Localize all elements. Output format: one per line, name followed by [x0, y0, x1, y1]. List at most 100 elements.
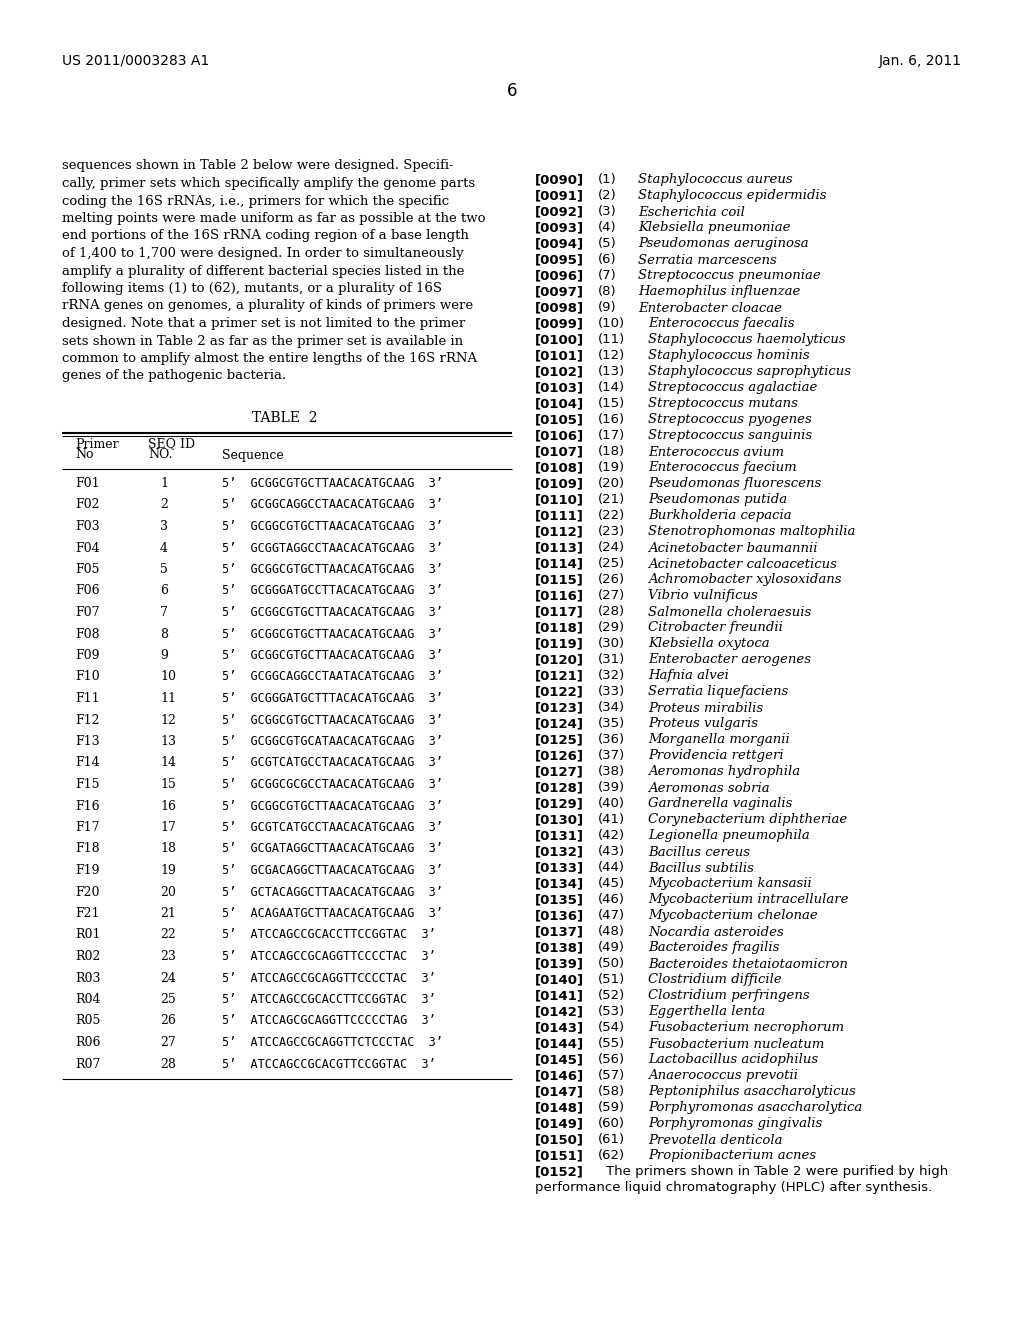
Text: TABLE  2: TABLE 2: [252, 411, 317, 425]
Text: 5’  GCTACAGGCTTAACACATGCAAG  3’: 5’ GCTACAGGCTTAACACATGCAAG 3’: [222, 886, 442, 899]
Text: Bacteroides fragilis: Bacteroides fragilis: [648, 941, 779, 954]
Text: [0090]: [0090]: [535, 173, 584, 186]
Text: F04: F04: [75, 541, 99, 554]
Text: (62): (62): [598, 1150, 625, 1163]
Text: 17: 17: [160, 821, 176, 834]
Text: (22): (22): [598, 510, 626, 523]
Text: Bacillus cereus: Bacillus cereus: [648, 846, 750, 858]
Text: F02: F02: [75, 499, 99, 511]
Text: R02: R02: [75, 950, 100, 964]
Text: 7: 7: [160, 606, 168, 619]
Text: Enterobacter cloacae: Enterobacter cloacae: [638, 301, 782, 314]
Text: Fusobacterium necrophorum: Fusobacterium necrophorum: [648, 1022, 844, 1035]
Text: [0109]: [0109]: [535, 478, 584, 491]
Text: 12: 12: [160, 714, 176, 726]
Text: 5’  GCGGCAGGCCTAACACATGCAAG  3’: 5’ GCGGCAGGCCTAACACATGCAAG 3’: [222, 499, 442, 511]
Text: [0096]: [0096]: [535, 269, 584, 282]
Text: R05: R05: [75, 1015, 100, 1027]
Text: 14: 14: [160, 756, 176, 770]
Text: NO.: NO.: [148, 449, 172, 462]
Text: Porphyromonas asaccharolytica: Porphyromonas asaccharolytica: [648, 1101, 862, 1114]
Text: 25: 25: [160, 993, 176, 1006]
Text: [0091]: [0091]: [535, 190, 584, 202]
Text: Citrobacter freundii: Citrobacter freundii: [648, 622, 783, 635]
Text: [0136]: [0136]: [535, 909, 584, 923]
Text: [0140]: [0140]: [535, 974, 584, 986]
Text: 5’  ACAGAATGCTTAACACATGCAAG  3’: 5’ ACAGAATGCTTAACACATGCAAG 3’: [222, 907, 442, 920]
Text: (32): (32): [598, 669, 626, 682]
Text: (27): (27): [598, 590, 626, 602]
Text: Enterobacter aerogenes: Enterobacter aerogenes: [648, 653, 811, 667]
Text: Salmonella choleraesuis: Salmonella choleraesuis: [648, 606, 811, 619]
Text: SEQ ID: SEQ ID: [148, 437, 196, 450]
Text: Eggerthella lenta: Eggerthella lenta: [648, 1006, 765, 1019]
Text: US 2011/0003283 A1: US 2011/0003283 A1: [62, 54, 209, 69]
Text: [0111]: [0111]: [535, 510, 584, 523]
Text: (11): (11): [598, 334, 626, 346]
Text: 5’  GCGGCGTGCATAACACATGCAAG  3’: 5’ GCGGCGTGCATAACACATGCAAG 3’: [222, 735, 442, 748]
Text: [0122]: [0122]: [535, 685, 584, 698]
Text: Escherichia coil: Escherichia coil: [638, 206, 744, 219]
Text: (45): (45): [598, 878, 625, 891]
Text: 1: 1: [160, 477, 168, 490]
Text: [0112]: [0112]: [535, 525, 584, 539]
Text: [0101]: [0101]: [535, 350, 584, 363]
Text: [0124]: [0124]: [535, 718, 584, 730]
Text: 5’  ATCCAGCCGCACCTTCCGGTAC  3’: 5’ ATCCAGCCGCACCTTCCGGTAC 3’: [222, 928, 436, 941]
Text: [0115]: [0115]: [535, 573, 584, 586]
Text: 20: 20: [160, 886, 176, 899]
Text: [0149]: [0149]: [535, 1118, 584, 1130]
Text: 10: 10: [160, 671, 176, 684]
Text: Propionibacterium acnes: Propionibacterium acnes: [648, 1150, 816, 1163]
Text: Mycobacterium chelonae: Mycobacterium chelonae: [648, 909, 818, 923]
Text: [0113]: [0113]: [535, 541, 584, 554]
Text: (5): (5): [598, 238, 616, 251]
Text: melting points were made uniform as far as possible at the two: melting points were made uniform as far …: [62, 213, 485, 224]
Text: (8): (8): [598, 285, 616, 298]
Text: Aeromonas hydrophila: Aeromonas hydrophila: [648, 766, 800, 779]
Text: Enterococcus faecium: Enterococcus faecium: [648, 462, 797, 474]
Text: 8: 8: [160, 627, 168, 640]
Text: R06: R06: [75, 1036, 100, 1049]
Text: Stenotrophomonas maltophilia: Stenotrophomonas maltophilia: [648, 525, 855, 539]
Text: 27: 27: [160, 1036, 176, 1049]
Text: [0137]: [0137]: [535, 925, 584, 939]
Text: R01: R01: [75, 928, 100, 941]
Text: common to amplify almost the entire lengths of the 16S rRNA: common to amplify almost the entire leng…: [62, 352, 477, 366]
Text: (42): (42): [598, 829, 625, 842]
Text: [0134]: [0134]: [535, 878, 584, 891]
Text: 3: 3: [160, 520, 168, 533]
Text: Burkholderia cepacia: Burkholderia cepacia: [648, 510, 792, 523]
Text: [0128]: [0128]: [535, 781, 584, 795]
Text: 5’  GCGACAGGCTTAACACATGCAAG  3’: 5’ GCGACAGGCTTAACACATGCAAG 3’: [222, 865, 442, 876]
Text: Porphyromonas gingivalis: Porphyromonas gingivalis: [648, 1118, 822, 1130]
Text: (13): (13): [598, 366, 626, 379]
Text: R07: R07: [75, 1057, 100, 1071]
Text: (51): (51): [598, 974, 626, 986]
Text: 5’  ATCCAGCCGCAGGTTCCCCTAC  3’: 5’ ATCCAGCCGCAGGTTCCCCTAC 3’: [222, 972, 436, 985]
Text: 28: 28: [160, 1057, 176, 1071]
Text: [0143]: [0143]: [535, 1022, 584, 1035]
Text: Serratia marcescens: Serratia marcescens: [638, 253, 777, 267]
Text: Peptoniphilus asaccharolyticus: Peptoniphilus asaccharolyticus: [648, 1085, 856, 1098]
Text: Staphylococcus aureus: Staphylococcus aureus: [638, 173, 793, 186]
Text: (34): (34): [598, 701, 625, 714]
Text: Haemophilus influenzae: Haemophilus influenzae: [638, 285, 801, 298]
Text: [0103]: [0103]: [535, 381, 584, 395]
Text: 5’  GCGATAGGCTTAACACATGCAAG  3’: 5’ GCGATAGGCTTAACACATGCAAG 3’: [222, 842, 442, 855]
Text: F11: F11: [75, 692, 99, 705]
Text: 9: 9: [160, 649, 168, 663]
Text: (57): (57): [598, 1069, 626, 1082]
Text: Enterococcus faecalis: Enterococcus faecalis: [648, 318, 795, 330]
Text: [0106]: [0106]: [535, 429, 584, 442]
Text: Primer: Primer: [75, 437, 119, 450]
Text: Sequence: Sequence: [222, 449, 284, 462]
Text: F10: F10: [75, 671, 99, 684]
Text: (41): (41): [598, 813, 625, 826]
Text: [0147]: [0147]: [535, 1085, 584, 1098]
Text: Proteus mirabilis: Proteus mirabilis: [648, 701, 763, 714]
Text: [0135]: [0135]: [535, 894, 584, 907]
Text: Prevotella denticola: Prevotella denticola: [648, 1134, 782, 1147]
Text: (14): (14): [598, 381, 625, 395]
Text: 5’  GCGGCGTGCTTAACACATGCAAG  3’: 5’ GCGGCGTGCTTAACACATGCAAG 3’: [222, 714, 442, 726]
